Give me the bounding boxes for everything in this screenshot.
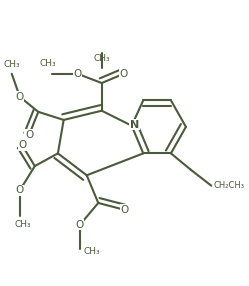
Text: CH₃: CH₃ xyxy=(15,220,32,229)
Text: CH₃: CH₃ xyxy=(93,54,110,63)
Text: O: O xyxy=(18,140,26,150)
Text: N: N xyxy=(130,120,139,130)
Text: O: O xyxy=(73,69,82,79)
Text: O: O xyxy=(25,130,33,140)
Text: O: O xyxy=(120,69,128,79)
Text: O: O xyxy=(16,92,24,102)
Text: CH₂CH₃: CH₂CH₃ xyxy=(214,181,245,190)
Text: O: O xyxy=(16,185,24,195)
Text: O: O xyxy=(121,205,129,215)
Text: O: O xyxy=(76,220,84,230)
Text: CH₃: CH₃ xyxy=(3,60,20,69)
Text: CH₃: CH₃ xyxy=(39,59,56,68)
Text: CH₃: CH₃ xyxy=(83,247,100,256)
